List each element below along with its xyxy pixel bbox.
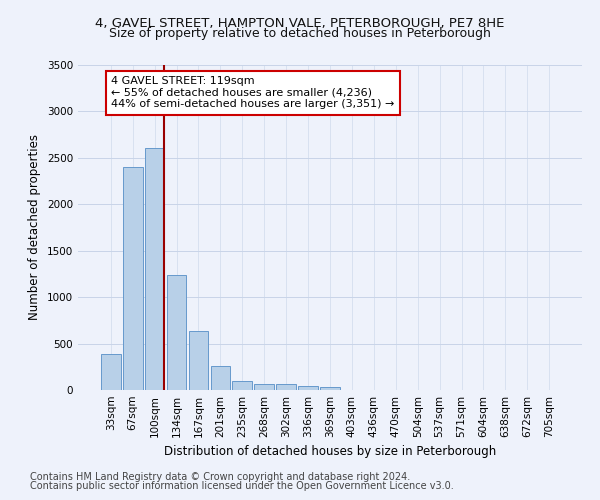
Text: 4 GAVEL STREET: 119sqm
← 55% of detached houses are smaller (4,236)
44% of semi-: 4 GAVEL STREET: 119sqm ← 55% of detached… [112,76,395,110]
Bar [101,354,121,390]
Text: Contains public sector information licensed under the Open Government Licence v3: Contains public sector information licen… [30,481,454,491]
Bar [320,387,340,390]
Y-axis label: Number of detached properties: Number of detached properties [28,134,41,320]
X-axis label: Distribution of detached houses by size in Peterborough: Distribution of detached houses by size … [164,446,496,458]
Bar [167,275,187,390]
Bar [188,330,208,390]
Text: 4, GAVEL STREET, HAMPTON VALE, PETERBOROUGH, PE7 8HE: 4, GAVEL STREET, HAMPTON VALE, PETERBORO… [95,18,505,30]
Bar [211,366,230,390]
Bar [276,384,296,390]
Text: Size of property relative to detached houses in Peterborough: Size of property relative to detached ho… [109,28,491,40]
Bar [298,386,318,390]
Bar [123,167,143,390]
Text: Contains HM Land Registry data © Crown copyright and database right 2024.: Contains HM Land Registry data © Crown c… [30,472,410,482]
Bar [254,384,274,390]
Bar [145,148,164,390]
Bar [232,380,252,390]
